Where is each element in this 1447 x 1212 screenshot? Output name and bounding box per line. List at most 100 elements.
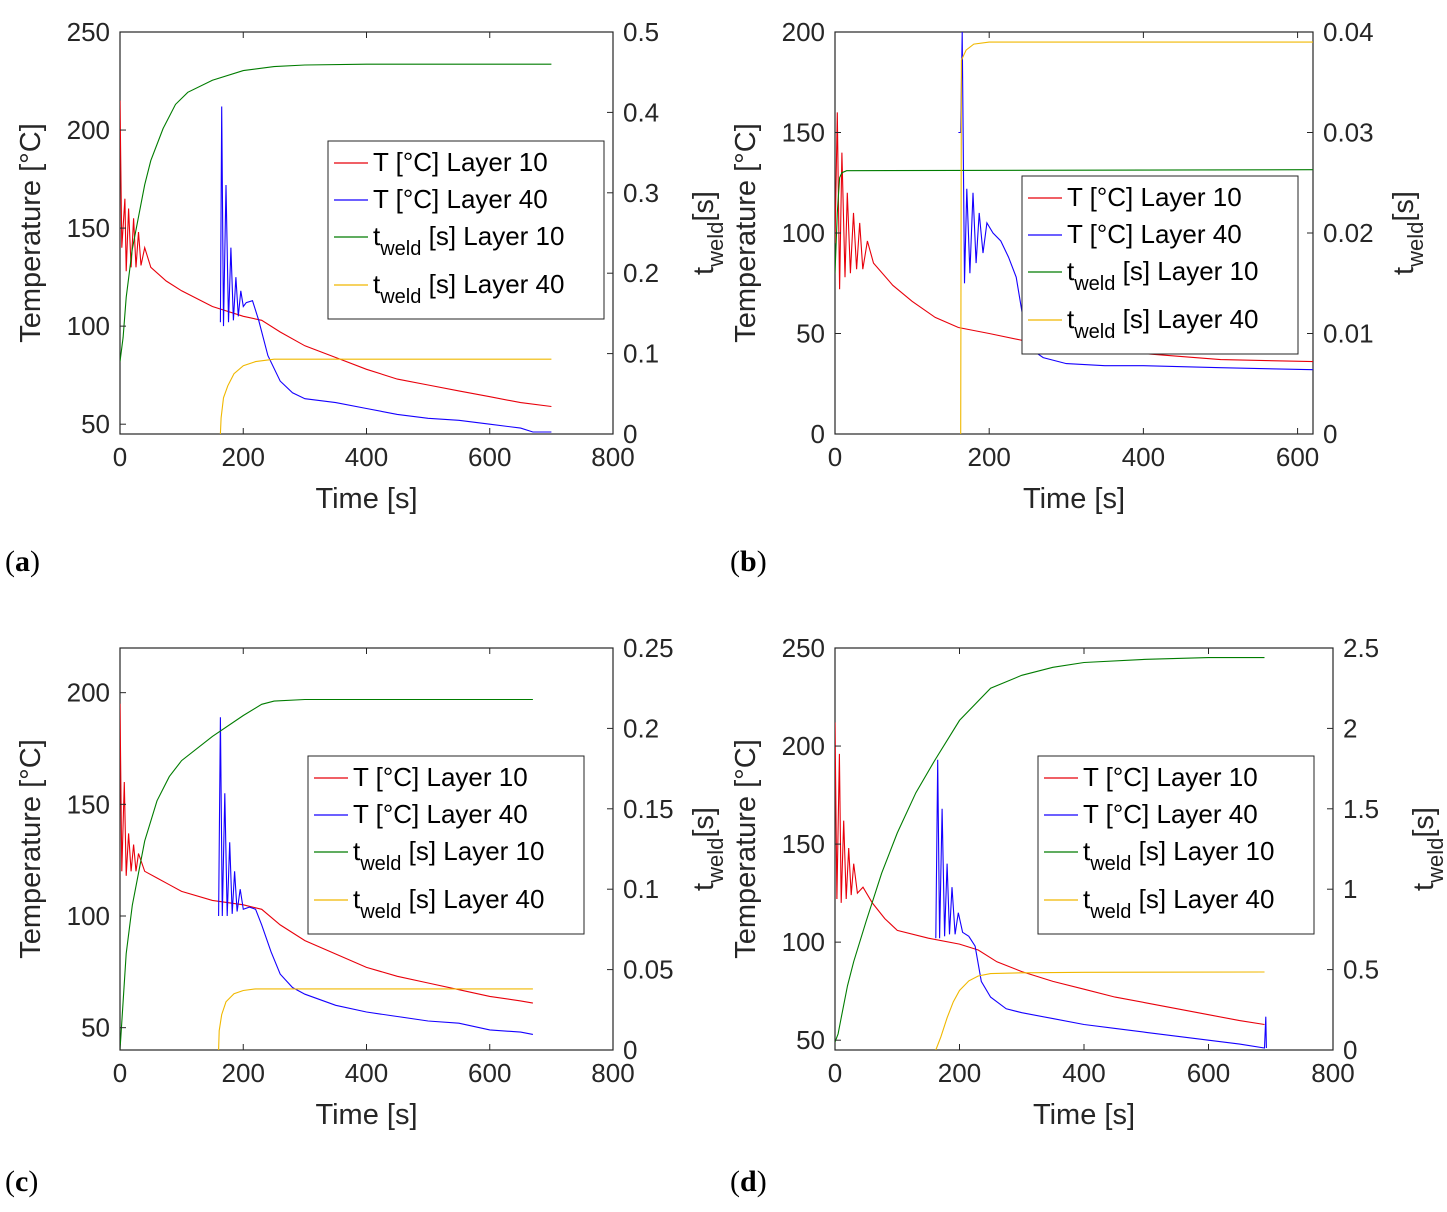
legend-entry-3: tweld [s] Layer 40	[1083, 884, 1274, 923]
legend-entry-0: T [°C] Layer 10	[1067, 182, 1242, 212]
legend-box	[1021, 175, 1299, 355]
y-left-tick-label: 250	[782, 633, 825, 663]
legend-box	[327, 140, 605, 320]
panel-label-b: (b)	[730, 545, 767, 578]
legend-entry-1: T [°C] Layer 40	[1083, 799, 1258, 829]
x-tick-label: 200	[222, 442, 265, 472]
panel-label-c: (c)	[5, 1165, 39, 1198]
series-line-1	[958, 32, 1313, 371]
panel-c: 0 200 400 600 800 50 100 150 200 0 0.05 0.1 0.15 0.2 0…	[0, 610, 728, 1210]
legend-entry-1: T [°C] Layer 40	[1067, 219, 1242, 249]
y-left-tick-label: 100	[782, 218, 825, 248]
y-right-tick-label: 0.5	[1343, 955, 1379, 985]
x-tick-label: 0	[828, 1058, 842, 1088]
x-axis-label: Time [s]	[1023, 483, 1125, 515]
y-right-tick-label: 0.01	[1323, 319, 1374, 349]
y-left-tick-label: 150	[782, 118, 825, 148]
y-left-axis-label: Temperature [°C]	[730, 123, 762, 343]
y-right-tick-label: 0	[1343, 1035, 1357, 1065]
y-left-tick-label: 200	[67, 678, 110, 708]
y-left-tick-label: 50	[81, 1013, 110, 1043]
y-left-tick-label: 100	[782, 927, 825, 957]
panel-a: 0 200 400 600 800 50 100 150 200 250 0 0.1 0.2 0.3 0.4…	[0, 0, 728, 600]
series-line-0	[120, 703, 533, 1004]
y-right-tick-label: 0.15	[623, 794, 674, 824]
series-line-2	[120, 698, 533, 1050]
series-line-1	[218, 717, 534, 1035]
x-tick-label: 400	[1122, 442, 1165, 472]
series-line-1	[935, 759, 1267, 1049]
series-line-2	[120, 63, 552, 362]
y-right-tick-label: 0.5	[623, 17, 659, 47]
series-line-3	[218, 988, 533, 1050]
y-left-tick-label: 200	[782, 731, 825, 761]
y-left-axis-label: Temperature [°C]	[15, 739, 47, 959]
series-line-1	[219, 106, 552, 433]
legend-entry-0: T [°C] Layer 10	[373, 147, 548, 177]
x-tick-label: 0	[113, 442, 127, 472]
y-left-tick-label: 150	[67, 789, 110, 819]
legend-entry-3: tweld [s] Layer 40	[353, 884, 544, 923]
y-left-tick-label: 100	[67, 901, 110, 931]
y-right-tick-label: 0.1	[623, 339, 659, 369]
legend-entry-2: tweld [s] Layer 10	[353, 836, 544, 875]
series-line-2	[835, 169, 1313, 274]
y-right-tick-label: 0	[1323, 419, 1337, 449]
y-right-tick-label: 0.05	[623, 955, 674, 985]
y-right-tick-label: 0.03	[1323, 118, 1374, 148]
y-left-tick-label: 50	[796, 1025, 825, 1055]
x-tick-label: 400	[1062, 1058, 1105, 1088]
y-right-tick-label: 0.04	[1323, 17, 1374, 47]
y-left-tick-label: 200	[67, 115, 110, 145]
legend-box	[1037, 755, 1315, 935]
series-line-3	[219, 358, 552, 434]
legend-entry-2: tweld [s] Layer 10	[1067, 256, 1258, 295]
x-tick-label: 600	[1276, 442, 1319, 472]
x-tick-label: 200	[222, 1058, 265, 1088]
series-line-2	[835, 657, 1265, 1043]
y-left-tick-label: 50	[796, 319, 825, 349]
panel-label-a: (a)	[5, 545, 40, 578]
y-left-tick-label: 150	[67, 213, 110, 243]
legend-entry-1: T [°C] Layer 40	[353, 799, 528, 829]
chart-d: 0 200 400 600 800 50 100 150 200 250 0 0.5 1 1.5 2 2.5 T…	[730, 633, 1447, 1131]
series-line-3	[935, 971, 1265, 1050]
y-right-tick-label: 1.5	[1343, 794, 1379, 824]
y-left-tick-label: 100	[67, 311, 110, 341]
legend-box	[307, 755, 585, 935]
y-right-axis-label: tweld[s]	[688, 191, 728, 275]
panel-label-d: (d)	[730, 1165, 767, 1198]
legend-entry-0: T [°C] Layer 10	[1083, 762, 1258, 792]
x-tick-label: 0	[113, 1058, 127, 1088]
legend-entry-3: tweld [s] Layer 40	[1067, 304, 1258, 343]
y-right-tick-label: 0.3	[623, 178, 659, 208]
panel-d: 0 200 400 600 800 50 100 150 200 250 0 0.5 1 1.5 2 2.5 T…	[720, 610, 1447, 1210]
y-right-tick-label: 0.2	[623, 258, 659, 288]
series-line-0	[835, 722, 1265, 1026]
legend-entry-2: tweld [s] Layer 10	[373, 221, 564, 260]
y-right-tick-label: 0.02	[1323, 218, 1374, 248]
y-right-axis-label: tweld[s]	[688, 807, 728, 891]
chart-a: 0 200 400 600 800 50 100 150 200 250 0 0.1 0.2 0.3 0.4…	[15, 17, 728, 515]
y-left-tick-label: 0	[811, 419, 825, 449]
y-right-tick-label: 2.5	[1343, 633, 1379, 663]
y-left-axis-label: Temperature [°C]	[730, 739, 762, 959]
y-right-tick-label: 0.4	[623, 97, 659, 127]
y-right-tick-label: 2	[1343, 713, 1357, 743]
x-tick-label: 200	[967, 442, 1010, 472]
legend-entry-1: T [°C] Layer 40	[373, 184, 548, 214]
y-left-tick-label: 200	[782, 17, 825, 47]
x-axis-label: Time [s]	[1033, 1099, 1135, 1131]
panel-b: 0 200 400 600 0 50 100 150 200 0 0.01 0.02 0.03 0.04 T…	[720, 0, 1440, 600]
legend-entry-2: tweld [s] Layer 10	[1083, 836, 1274, 875]
y-right-tick-label: 0	[623, 419, 637, 449]
x-tick-label: 600	[468, 442, 511, 472]
x-tick-label: 600	[468, 1058, 511, 1088]
series-line-3	[960, 41, 1313, 434]
y-right-tick-label: 0	[623, 1035, 637, 1065]
y-right-tick-label: 0.25	[623, 633, 674, 663]
legend-entry-0: T [°C] Layer 10	[353, 762, 528, 792]
y-left-tick-label: 150	[782, 829, 825, 859]
x-axis-label: Time [s]	[315, 483, 417, 515]
x-tick-label: 800	[1311, 1058, 1354, 1088]
